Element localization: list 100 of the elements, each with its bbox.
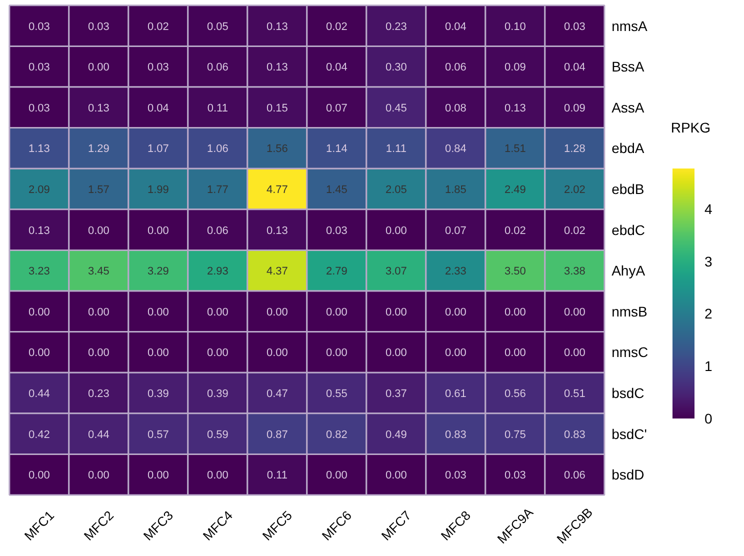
data-label: 0.00 [444, 347, 466, 360]
y-tick-label: nmsC [612, 344, 648, 360]
data-label: 0.03 [88, 20, 110, 33]
data-label: 0.03 [326, 224, 348, 237]
y-tick-label: ebdA [612, 140, 645, 156]
data-label: 0.30 [385, 62, 407, 74]
data-label: 0.23 [385, 20, 407, 33]
data-label: 0.49 [385, 428, 407, 441]
data-label: 0.13 [266, 20, 288, 33]
data-label: 1.13 [28, 143, 50, 156]
y-tick-label: bsdD [612, 466, 644, 483]
data-label: 0.87 [266, 428, 288, 441]
data-label: 0.11 [207, 102, 228, 114]
data-label: 3.29 [147, 266, 169, 278]
data-label: 0.00 [444, 306, 466, 318]
data-label: 0.03 [147, 62, 169, 74]
data-label: 0.47 [266, 388, 288, 400]
data-label: 2.49 [504, 184, 526, 196]
data-label: 0.45 [385, 102, 407, 114]
y-tick-label: nmsB [612, 303, 648, 320]
data-label: 0.82 [326, 428, 348, 441]
data-label: 0.51 [564, 388, 586, 400]
data-label: 0.08 [444, 102, 466, 114]
data-label: 3.23 [28, 266, 50, 278]
y-tick-label: bsdC' [612, 426, 647, 442]
data-label: 0.03 [444, 470, 466, 482]
data-label: 0.00 [147, 224, 169, 237]
data-label: 0.44 [28, 388, 50, 400]
data-label: 0.03 [564, 20, 586, 33]
data-label: 0.05 [206, 20, 228, 33]
data-label: 1.56 [266, 143, 288, 156]
data-label: 1.29 [88, 143, 110, 156]
data-label: 1.57 [88, 184, 110, 196]
data-label: 0.00 [266, 306, 288, 318]
y-tick-label: ebdC [612, 222, 646, 238]
data-label: 0.00 [385, 224, 407, 237]
data-label: 0.04 [147, 102, 169, 114]
data-label: 0.00 [326, 306, 348, 318]
data-label: 0.61 [444, 388, 466, 400]
data-label: 0.00 [88, 347, 110, 360]
data-label: 0.00 [28, 306, 50, 318]
data-label: 0.00 [504, 347, 526, 360]
data-label: 0.00 [28, 470, 50, 482]
data-label: 0.15 [266, 102, 288, 114]
data-label: 4.37 [266, 266, 288, 278]
data-label: 0.00 [266, 347, 288, 360]
data-label: 0.84 [444, 143, 466, 156]
data-label: 0.13 [266, 62, 288, 74]
data-label: 0.00 [385, 306, 407, 318]
data-label: 1.07 [147, 143, 169, 156]
data-label: 0.03 [28, 20, 50, 33]
y-tick-label: ebdB [612, 180, 644, 197]
data-label: 0.00 [326, 470, 348, 482]
data-label: 0.00 [326, 347, 348, 360]
data-label: 0.00 [206, 470, 228, 482]
data-label: 2.02 [564, 184, 586, 196]
data-label: 2.93 [206, 266, 228, 278]
data-label: 0.06 [564, 470, 586, 482]
data-label: 0.00 [564, 306, 586, 318]
data-label: 1.85 [444, 184, 466, 196]
data-label: 0.42 [28, 428, 50, 441]
data-label: 0.02 [326, 20, 348, 33]
data-label: 0.04 [564, 62, 586, 74]
data-label: 0.00 [88, 224, 110, 237]
data-label: 0.10 [504, 20, 526, 33]
data-label: 0.13 [28, 224, 50, 237]
data-label: 0.00 [147, 470, 169, 482]
data-label: 0.03 [28, 62, 50, 74]
data-label: 0.09 [564, 102, 586, 114]
data-label: 1.51 [504, 143, 526, 156]
data-label: 0.56 [504, 388, 526, 400]
data-label: 0.00 [504, 306, 526, 318]
data-label: 0.57 [147, 428, 169, 441]
color-bar-label: 3 [704, 253, 712, 270]
data-label: 0.00 [385, 470, 407, 482]
data-label: 3.07 [385, 266, 407, 278]
data-label: 2.09 [28, 184, 50, 196]
data-label: 0.23 [88, 388, 110, 400]
color-bar-title: RPKG [670, 120, 711, 136]
data-label: 0.13 [266, 224, 288, 237]
data-label: 3.38 [564, 266, 586, 278]
data-label: 3.45 [88, 266, 110, 278]
data-label: 1.14 [326, 143, 348, 156]
y-tick-label: bsdC [612, 384, 644, 401]
y-tick-label: AssA [612, 99, 645, 116]
data-label: 0.09 [504, 62, 526, 74]
data-label: 0.00 [385, 347, 407, 360]
data-label: 0.03 [28, 102, 50, 114]
data-label: 1.45 [326, 184, 348, 196]
data-label: 0.00 [206, 347, 228, 360]
data-label: 0.39 [206, 388, 228, 400]
data-label: 0.37 [385, 388, 407, 400]
data-label: 0.11 [266, 470, 288, 482]
color-bar-label: 2 [704, 306, 712, 322]
color-bar-label: 1 [704, 358, 712, 374]
data-label: 0.02 [504, 224, 526, 237]
data-label: 0.04 [444, 20, 466, 33]
data-label: 0.83 [444, 428, 466, 441]
data-label: 1.28 [564, 143, 586, 156]
y-tick-label: nmsA [612, 18, 648, 34]
